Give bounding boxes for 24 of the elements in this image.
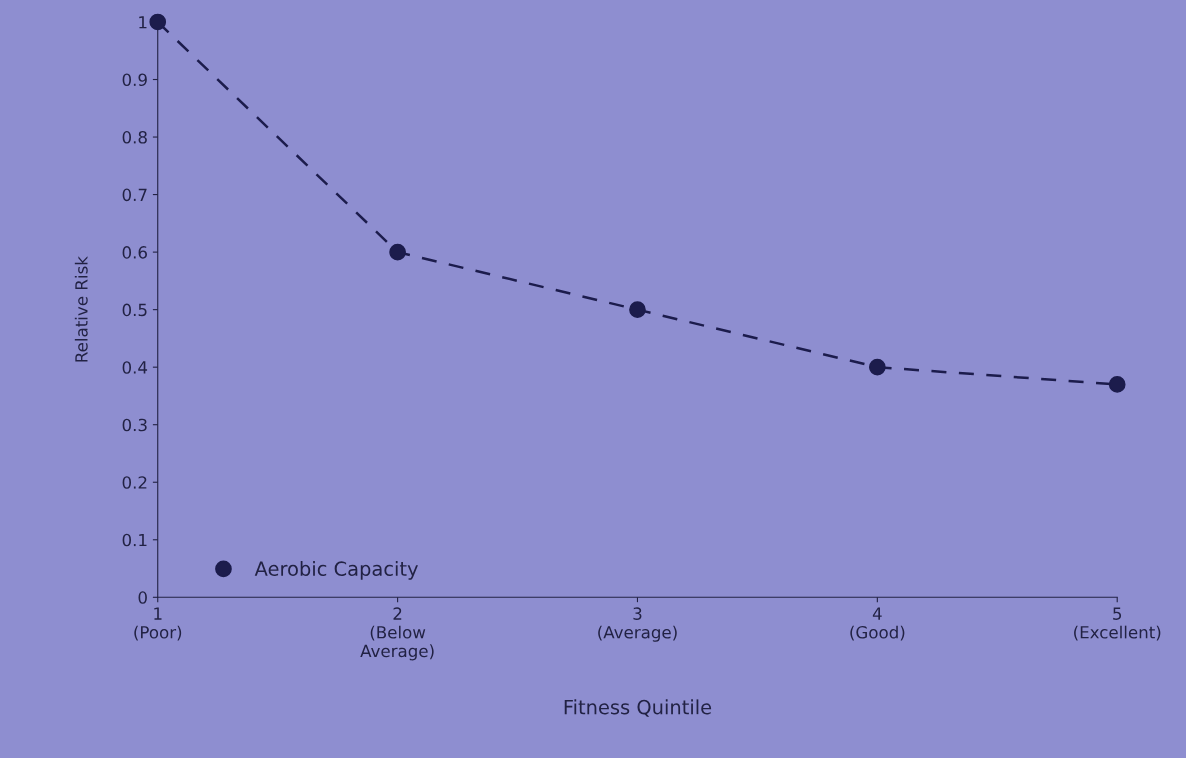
y-tick-label: 0.5 <box>122 303 147 317</box>
x-tick-label: 2 (Below Average) <box>360 607 434 661</box>
y-axis-title: Relative Risk <box>74 256 88 362</box>
x-axis-title: Fitness Quintile <box>564 699 712 717</box>
y-tick-label: 0.2 <box>122 476 147 489</box>
point <box>629 301 646 318</box>
y-tick-label: 0.9 <box>122 73 147 87</box>
x-tick-label: 5 (Excellent) <box>1074 607 1161 641</box>
x-tick-label: 1 (Poor) <box>134 607 182 641</box>
point <box>1108 376 1126 393</box>
point <box>389 243 406 261</box>
y-tick-label: 0.4 <box>122 361 148 374</box>
x-tick-label: 4 (Good) <box>850 607 905 641</box>
point <box>869 358 886 376</box>
point <box>149 13 167 31</box>
y-tick-label: 0.7 <box>122 188 147 202</box>
y-tick-label: 1 <box>139 16 147 29</box>
legend-label: Aerobic Capacity <box>254 560 418 580</box>
y-tick-label: 0.3 <box>122 418 147 432</box>
y-tick-label: 0 <box>138 591 147 604</box>
y-tick-label: 0.1 <box>122 533 147 547</box>
x-tick-label: 3 (Average) <box>598 607 677 642</box>
y-tick-label: 0.6 <box>122 246 147 259</box>
y-tick-label: 0.8 <box>122 131 147 144</box>
